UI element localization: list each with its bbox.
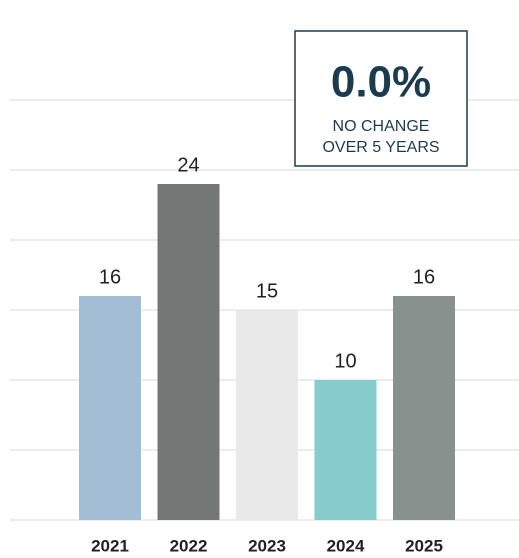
bar [236,310,298,520]
value-label: 16 [99,266,121,288]
annotation-headline: 0.0% [331,58,431,107]
value-label: 15 [256,280,278,302]
bar [157,184,220,520]
annotation-line: NO CHANGE [333,118,430,135]
x-tick-label: 2025 [405,536,443,555]
x-tick-label: 2021 [91,536,129,555]
annotation-line: OVER 5 YEARS [322,139,439,156]
value-label: 10 [334,350,356,372]
bar [393,296,455,520]
x-tick-label: 2024 [327,536,365,555]
value-label: 16 [413,266,435,288]
bar [79,296,141,520]
x-tick-label: 2022 [170,536,208,555]
bar [314,380,377,520]
value-label: 24 [177,154,199,176]
x-tick-label: 2023 [248,536,286,555]
annotation-box [294,30,468,167]
